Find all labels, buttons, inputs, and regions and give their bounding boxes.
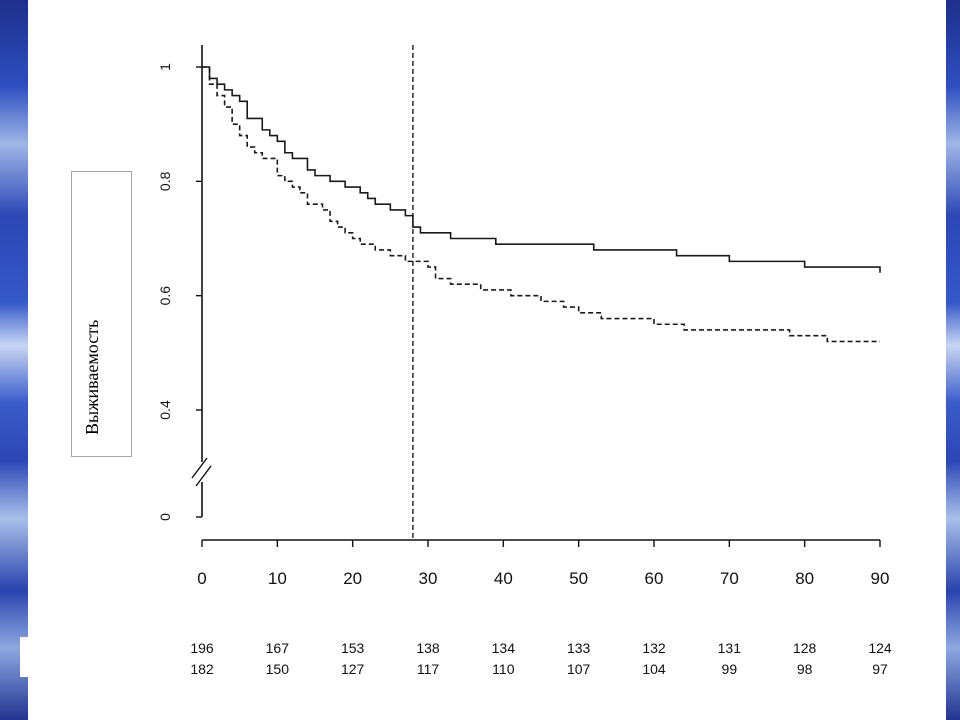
y-axis-break-mark: [191, 457, 208, 479]
x-tick-label: 80: [795, 569, 814, 588]
at-risk-count: 132: [642, 640, 666, 656]
x-tick-label: 70: [720, 569, 739, 588]
at-risk-count: 124: [868, 640, 892, 656]
at-risk-count: 153: [341, 640, 365, 656]
slide-background: [28, 0, 946, 720]
series-line-solid: [202, 66, 881, 273]
x-tick-label: 90: [871, 569, 890, 588]
y-tick-label: 0.6: [157, 286, 173, 306]
at-risk-count: 133: [567, 640, 591, 656]
y-tick-label: 0.4: [157, 400, 173, 420]
x-tick-label: 50: [569, 569, 588, 588]
y-axis-label-box: Выживаемость: [71, 171, 132, 457]
blank-patch: [20, 637, 66, 677]
numbers-at-risk-table: 196 167 153 138 134 133 132 131 128 124 182 150 127 1…: [190, 640, 892, 677]
y-tick-label: 0: [157, 513, 173, 521]
x-tick-label: 30: [419, 569, 438, 588]
y-axis-break-mark: [195, 465, 212, 487]
y-axis-label: Выживаемость: [82, 319, 102, 435]
x-tick-label: 20: [343, 569, 362, 588]
y-tick-label: 1: [157, 63, 173, 71]
series-line-dashed: [202, 66, 880, 343]
at-risk-count: 99: [722, 661, 738, 677]
chart-series-layer: [202, 66, 881, 343]
chart-axes: 00.40.60.810 10 20 30 40 50 60 70 80 90: [157, 45, 889, 588]
x-tick-label: 40: [494, 569, 513, 588]
at-risk-count: 196: [190, 640, 214, 656]
at-risk-count: 127: [341, 661, 365, 677]
left-decorative-band: [0, 0, 28, 720]
at-risk-count: 131: [718, 640, 742, 656]
x-tick-label: 10: [268, 569, 287, 588]
at-risk-count: 98: [797, 661, 813, 677]
x-tick-label: 0: [197, 569, 206, 588]
at-risk-count: 97: [872, 661, 888, 677]
at-risk-count: 138: [416, 640, 440, 656]
at-risk-count: 134: [492, 640, 516, 656]
right-decorative-band: [946, 0, 960, 720]
at-risk-count: 107: [567, 661, 591, 677]
at-risk-count: 182: [190, 661, 214, 677]
at-risk-count: 104: [642, 661, 666, 677]
at-risk-count: 117: [417, 661, 440, 677]
at-risk-count: 167: [266, 640, 290, 656]
at-risk-count: 128: [793, 640, 817, 656]
x-tick-label: 60: [645, 569, 664, 588]
y-tick-label: 0.8: [157, 171, 173, 191]
at-risk-count: 150: [266, 661, 290, 677]
at-risk-count: 110: [492, 661, 515, 677]
